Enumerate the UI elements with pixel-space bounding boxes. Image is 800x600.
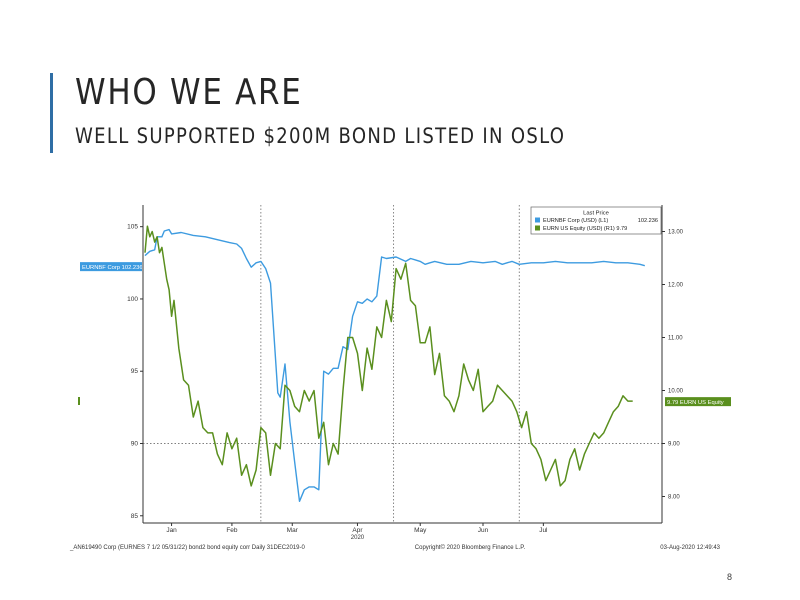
chart-footer-source: _AN619490 Corp (EURNES 7 1/2 05/31/22) b… (69, 545, 305, 551)
x-tick-label: Jan (166, 527, 177, 534)
legend-label: EURN US Equity (USD) (R1) 9.79 (543, 226, 627, 232)
x-year-label: 2020 (351, 535, 365, 541)
right-value-tag-label: 9.79 EURN US Equity (667, 400, 724, 406)
chart-footer-copyright: Copyright© 2020 Bloomberg Finance L.P. (415, 544, 526, 551)
right-tick-label: 10.00 (668, 389, 684, 395)
left-tick-label: 105 (127, 224, 138, 231)
x-tick-label: Jun (478, 527, 489, 534)
x-tick-label: Jul (539, 527, 548, 534)
x-tick-label: Apr (352, 527, 363, 534)
right-tick-label: 9.00 (668, 442, 680, 448)
legend-swatch (535, 217, 540, 223)
legend-box (530, 206, 662, 235)
left-tick-label: 100 (127, 296, 138, 303)
left-tick-label: 90 (131, 441, 139, 448)
equity-price-line (144, 225, 633, 487)
legend-value: 102.236 (638, 218, 658, 224)
right-tick-label: 13.00 (668, 230, 684, 236)
left-value-tag (80, 262, 142, 272)
left-tick-label: 85 (131, 513, 139, 520)
page-number: 8 (726, 572, 732, 582)
legend-header: Last Price (583, 211, 609, 217)
slide-edge-mark (78, 397, 80, 405)
right-tick-label: 8.00 (668, 495, 680, 501)
chart-footer-timestamp: 03-Aug-2020 12:49:43 (660, 545, 720, 551)
left-value-tag-label: EURNBF Corp 102.236 (82, 265, 143, 271)
slide-title: WHO WE ARE (75, 72, 303, 113)
left-tick-label: 95 (131, 368, 139, 375)
x-tick-label: Feb (226, 527, 238, 534)
x-tick-label: May (414, 527, 427, 534)
legend-swatch (535, 225, 540, 231)
slide-subtitle: WELL SUPPORTED $200M BOND LISTED IN OSLO (75, 124, 566, 148)
right-value-tag (665, 397, 731, 407)
right-tick-label: 12.00 (668, 283, 684, 289)
right-tick-label: 11.00 (668, 336, 683, 342)
bond-price-line (144, 228, 645, 502)
title-accent-bar (50, 73, 53, 153)
legend-label: EURNBF Corp (USD) (L1) (543, 218, 608, 224)
x-tick-label: Mar (287, 527, 299, 534)
